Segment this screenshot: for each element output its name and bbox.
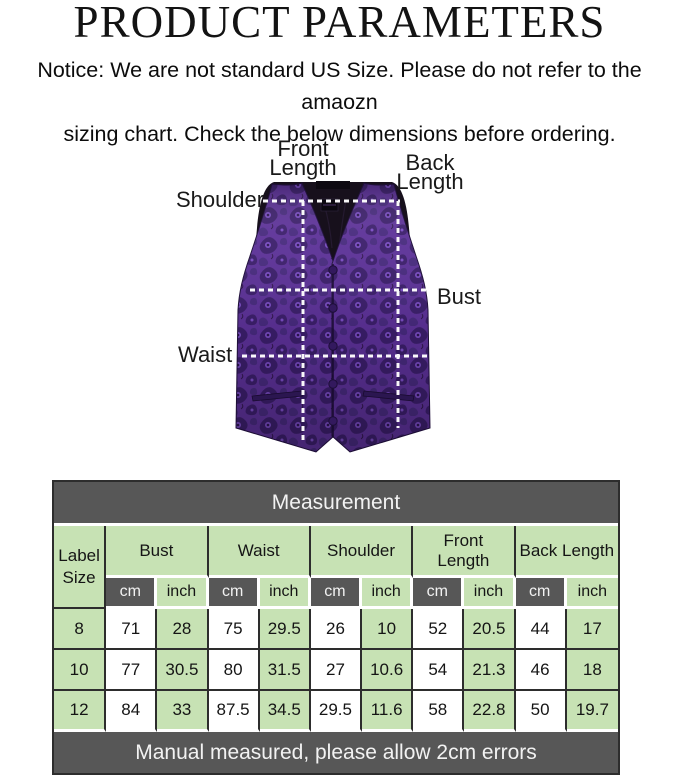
header-waist: Waist (208, 526, 311, 578)
label-front-length-line1: Front (277, 136, 329, 161)
unit-inch-bust: inch (157, 578, 209, 609)
unit-cm-shoulder: cm (310, 578, 363, 609)
cell-value: 87.5 (208, 691, 260, 732)
cell-value: 28 (157, 609, 209, 650)
cell-value: 84 (106, 691, 158, 732)
cell-value: 34.5 (259, 691, 311, 732)
cell-value: 30.5 (157, 650, 209, 691)
cell-value: 19.7 (566, 691, 618, 732)
cell-value: 33 (157, 691, 209, 732)
cell-size: 12 (54, 691, 107, 732)
table-title: Measurement (54, 482, 618, 526)
cell-value: 50 (515, 691, 567, 732)
unit-cm-waist: cm (208, 578, 260, 609)
cell-value: 21.3 (464, 650, 516, 691)
label-front-length: Front Length (245, 136, 361, 180)
cell-size: 8 (54, 609, 107, 650)
label-back-length: Back Length (372, 150, 488, 194)
cell-value: 26 (310, 609, 363, 650)
cell-value: 75 (208, 609, 260, 650)
cell-value: 27 (310, 650, 363, 691)
cell-value: 52 (413, 609, 465, 650)
measurement-table: Measurement Label Size Bust Waist Should… (52, 480, 620, 775)
unit-cm-front-length: cm (413, 578, 465, 609)
table-row-size-10: 10 77 30.5 80 31.5 27 10.6 54 21.3 46 18 (54, 650, 618, 691)
unit-inch-front-length: inch (464, 578, 516, 609)
unit-cm-back-length: cm (515, 578, 567, 609)
cell-value: 18 (566, 650, 618, 691)
table-row-size-8: 8 71 28 75 29.5 26 10 52 20.5 44 17 (54, 609, 618, 650)
unit-cm-bust: cm (106, 578, 158, 609)
cell-value: 22.8 (464, 691, 516, 732)
header-back-length: Back Length (515, 526, 618, 578)
cell-value: 31.5 (259, 650, 311, 691)
label-shoulder: Shoulder (176, 187, 265, 212)
header-label-size: Label Size (54, 526, 107, 609)
label-bust: Bust (437, 284, 482, 309)
cell-value: 44 (515, 609, 567, 650)
header-shoulder: Shoulder (310, 526, 414, 578)
vest-pocket-left (251, 390, 304, 402)
group-header-row: Label Size Bust Waist Shoulder Front Len… (54, 526, 618, 609)
table-row-size-12: 12 84 33 87.5 34.5 29.5 11.6 58 22.8 50 … (54, 691, 618, 732)
notice-text: Notice: We are not standard US Size. Ple… (0, 54, 679, 150)
cell-value: 20.5 (464, 609, 516, 650)
label-back-length-line2: Length (396, 169, 464, 194)
header-bust: Bust (106, 526, 209, 578)
cell-value: 80 (208, 650, 260, 691)
cell-value: 58 (413, 691, 465, 732)
cell-value: 10.6 (362, 650, 414, 691)
label-waist: Waist (178, 342, 233, 367)
vest-illustration (235, 181, 433, 453)
header-front-length: Front Length (413, 526, 516, 578)
unit-inch-shoulder: inch (362, 578, 414, 609)
notice-line-1: Notice: We are not standard US Size. Ple… (37, 58, 642, 114)
measurement-lines (242, 199, 433, 443)
notice-line-2: sizing chart. Check the below dimensions… (63, 122, 616, 146)
cell-value: 11.6 (362, 691, 414, 732)
unit-header-row: cm inch cm inch cm inch cm inch cm inch (54, 578, 618, 609)
cell-value: 77 (106, 650, 158, 691)
page-title: PRODUCT PARAMETERS (73, 0, 606, 47)
table-title-row: Measurement (54, 482, 618, 526)
label-front-length-line2: Length (269, 155, 337, 180)
vest-buttons (328, 265, 338, 426)
cell-value: 10 (362, 609, 414, 650)
unit-inch-back-length: inch (566, 578, 618, 609)
collar-band (316, 181, 350, 189)
cell-size: 10 (54, 650, 107, 691)
cell-value: 71 (106, 609, 158, 650)
cell-value: 29.5 (310, 691, 363, 732)
cell-value: 17 (566, 609, 618, 650)
label-back-length-line1: Back (405, 150, 455, 175)
table-footer-note: Manual measured, please allow 2cm errors (54, 732, 618, 773)
cell-value: 46 (515, 650, 567, 691)
unit-inch-waist: inch (259, 578, 311, 609)
cell-value: 29.5 (259, 609, 311, 650)
cell-value: 54 (413, 650, 465, 691)
table-footer-row: Manual measured, please allow 2cm errors (54, 732, 618, 773)
